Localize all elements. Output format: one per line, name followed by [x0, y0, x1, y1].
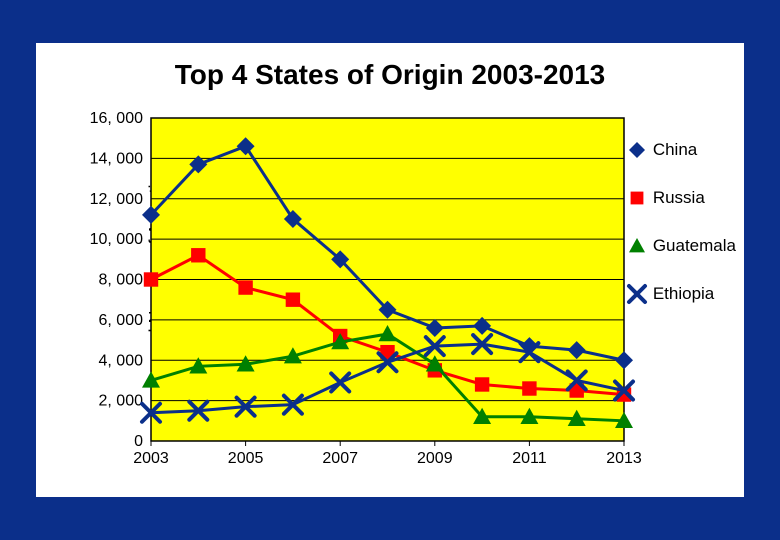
y-tick-label: 12, 000 — [90, 191, 143, 208]
chart-panel: Top 4 States of Origin 2003-2013 Annual … — [36, 43, 744, 497]
y-tick-label: 8, 000 — [99, 272, 144, 289]
legend-item-china: China — [625, 138, 736, 162]
x-tick-label: 2013 — [606, 450, 642, 467]
chart-title: Top 4 States of Origin 2003-2013 — [36, 43, 744, 99]
x-tick-label: 2011 — [512, 450, 547, 467]
slide-background: Top 4 States of Origin 2003-2013 Annual … — [0, 0, 780, 540]
x-tick-label: 2007 — [322, 450, 358, 467]
y-tick-label: 6, 000 — [99, 312, 144, 329]
square-icon — [625, 186, 649, 210]
diamond-icon — [625, 138, 649, 162]
x-tick-label: 2003 — [133, 450, 169, 467]
y-tick-label: 14, 000 — [90, 150, 143, 167]
triangle-icon — [625, 234, 649, 258]
x-icon — [625, 282, 649, 306]
y-tick-label: 16, 000 — [90, 110, 143, 127]
legend-item-ethiopia: Ethiopia — [625, 282, 736, 306]
y-tick-label: 2, 000 — [99, 393, 144, 410]
legend-label: Ethiopia — [653, 284, 714, 304]
legend-label: China — [653, 140, 697, 160]
x-tick-label: 2009 — [417, 450, 453, 467]
y-tick-label: 10, 000 — [90, 231, 143, 248]
y-tick-label: 4, 000 — [99, 352, 144, 369]
y-tick-label: 0 — [134, 433, 143, 450]
legend-item-guatemala: Guatemala — [625, 234, 736, 258]
x-tick-label: 2005 — [228, 450, 264, 467]
legend-label: Russia — [653, 188, 705, 208]
legend-label: Guatemala — [653, 236, 736, 256]
legend: China Russia Guatemala Ethiopia — [625, 138, 736, 330]
legend-item-russia: Russia — [625, 186, 736, 210]
